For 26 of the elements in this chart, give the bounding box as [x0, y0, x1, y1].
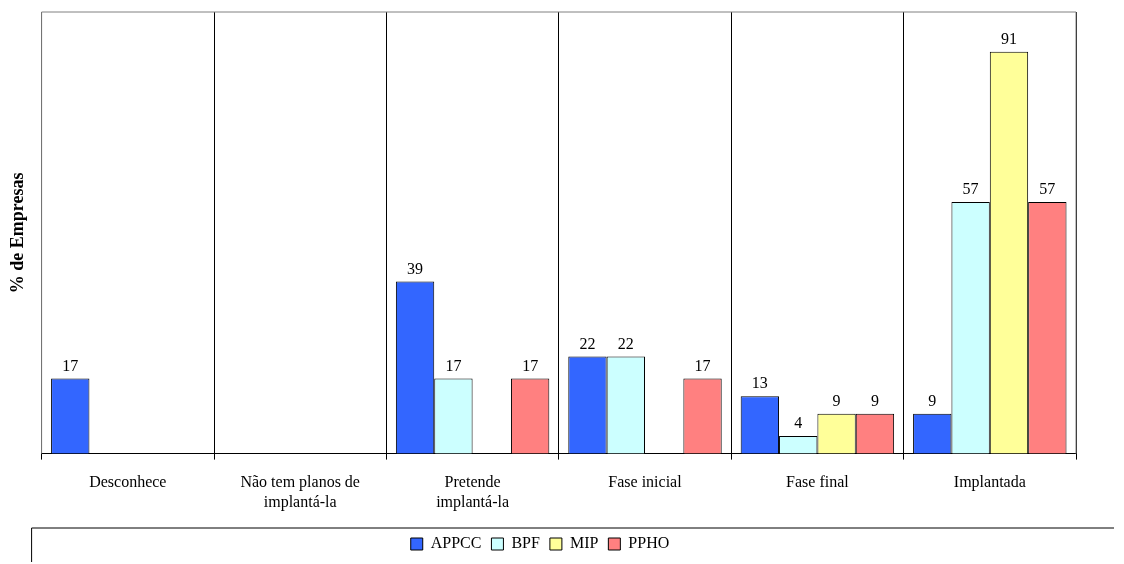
data-label: 9: [832, 392, 841, 410]
data-label: 17: [694, 356, 711, 374]
legend-label: PPHO: [628, 534, 670, 552]
data-label: 9: [928, 392, 937, 410]
x-tick-label: Implantada: [953, 473, 1026, 492]
data-label: 39: [407, 259, 424, 277]
data-label: 17: [62, 356, 79, 374]
data-label: 57: [962, 180, 979, 198]
data-label: 13: [751, 374, 768, 392]
x-tick-label: Fase final: [786, 473, 850, 491]
x-tick-label: Pretende implantá-la: [436, 473, 510, 511]
legend-label: BPF: [511, 534, 540, 552]
data-label: 17: [445, 356, 462, 374]
data-label: 57: [1039, 180, 1056, 198]
data-label: 22: [617, 334, 634, 352]
data-label: 91: [1000, 29, 1017, 47]
data-label: 22: [579, 334, 596, 352]
data-label: 9: [870, 392, 879, 410]
x-tick-label: Não tem planos de implantá-la: [240, 473, 360, 511]
x-tick-label: Fase inicial: [608, 473, 683, 491]
y-axis-title: % de Empresas: [7, 172, 28, 294]
legend-label: APPCC: [430, 534, 482, 552]
x-tick-label: Desconhece: [89, 473, 167, 491]
legend-label: MIP: [569, 534, 599, 552]
data-label: 4: [794, 414, 803, 432]
data-label: 17: [522, 356, 539, 374]
